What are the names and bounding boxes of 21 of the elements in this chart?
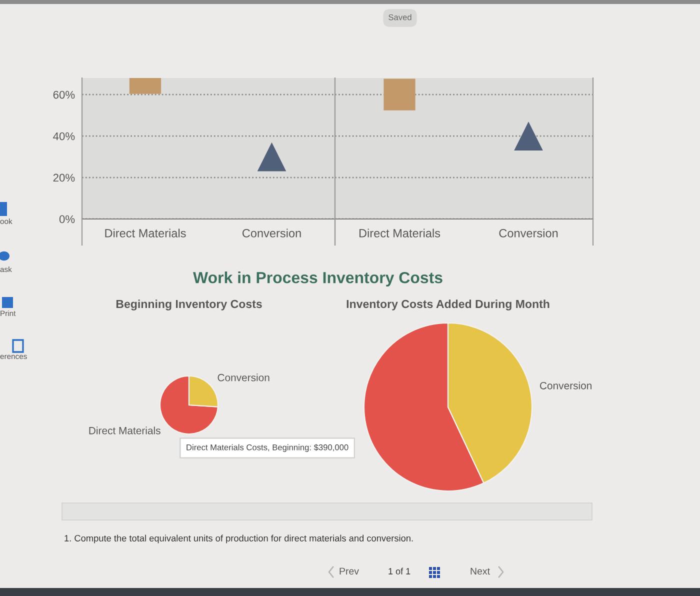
x-tick-label: Direct Materials bbox=[359, 228, 440, 238]
text: 1. Compute the total equivalent units of production for direct materials and conversion. bbox=[64, 534, 413, 544]
x-tick-label: Direct Materials bbox=[105, 228, 186, 238]
text: Prev bbox=[340, 568, 359, 575]
text: 1 of 1 bbox=[388, 568, 410, 574]
text: Next bbox=[470, 568, 490, 575]
chart-subtitle: Inventory Costs Added During Month bbox=[346, 300, 550, 310]
y-tick-label: 40% bbox=[53, 132, 75, 140]
y-tick-label: 60% bbox=[53, 90, 75, 99]
text: Saved bbox=[388, 14, 412, 20]
slice-label: Direct Materials bbox=[89, 426, 160, 434]
y-tick-label: 0% bbox=[59, 215, 75, 224]
slice-label: Conversion bbox=[540, 382, 592, 390]
text: Direct Materials Costs, Beginning: $390,000 bbox=[186, 444, 348, 452]
x-tick-label: Conversion bbox=[499, 228, 558, 238]
text: Work in Process Inventory Costs bbox=[193, 272, 442, 286]
x-tick-label: Conversion bbox=[242, 228, 301, 238]
slice-label: Conversion bbox=[218, 374, 270, 382]
pie-slice bbox=[159, 375, 218, 435]
y-tick-label: 20% bbox=[53, 174, 75, 182]
chart-subtitle: Beginning Inventory Costs bbox=[116, 300, 262, 310]
